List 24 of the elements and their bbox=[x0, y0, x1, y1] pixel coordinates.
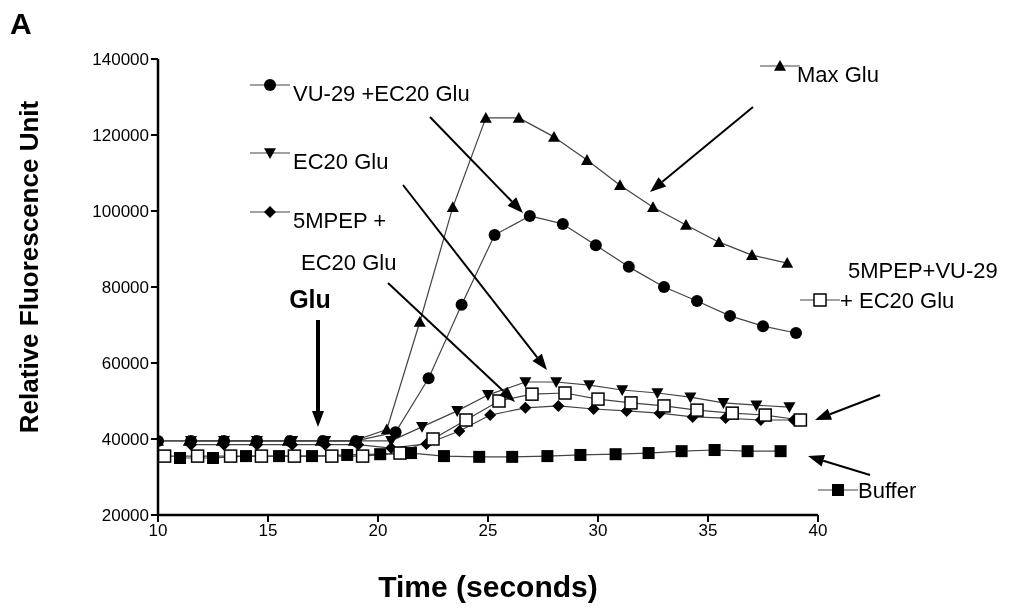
legend-label: 5MPEP+VU-29 + EC20 Glu bbox=[840, 258, 998, 313]
x-tick-label: 25 bbox=[478, 521, 498, 541]
x-tick-label: 10 bbox=[148, 521, 168, 541]
y-tick-label: 140000 bbox=[92, 50, 149, 70]
y-tick-label: 40000 bbox=[101, 430, 149, 450]
x-tick-label: 15 bbox=[258, 521, 278, 541]
legend-label: EC20 Glu bbox=[293, 149, 389, 174]
legend-label: 5MPEP + EC20 Glu bbox=[293, 208, 397, 275]
x-tick-label: 30 bbox=[588, 521, 608, 541]
text: A bbox=[10, 7, 32, 40]
y-tick-label: 20000 bbox=[101, 506, 149, 526]
y-axis-title: Relative Fluorescence Unit bbox=[14, 100, 44, 434]
y-tick-label: 100000 bbox=[92, 202, 149, 222]
x-axis-title: Time (seconds) bbox=[378, 570, 598, 603]
legend-label: Buffer bbox=[858, 478, 917, 503]
x-tick-label: 40 bbox=[808, 521, 828, 541]
annotation: Glu bbox=[289, 285, 331, 313]
legend-label: VU-29 +EC20 Glu bbox=[293, 81, 470, 106]
legend-label: Max Glu bbox=[797, 62, 879, 87]
y-tick-label: 60000 bbox=[101, 354, 149, 374]
y-tick-label: 80000 bbox=[101, 278, 149, 298]
x-tick-label: 20 bbox=[368, 521, 388, 541]
y-tick-label: 120000 bbox=[92, 126, 149, 146]
x-tick-label: 35 bbox=[698, 521, 718, 541]
